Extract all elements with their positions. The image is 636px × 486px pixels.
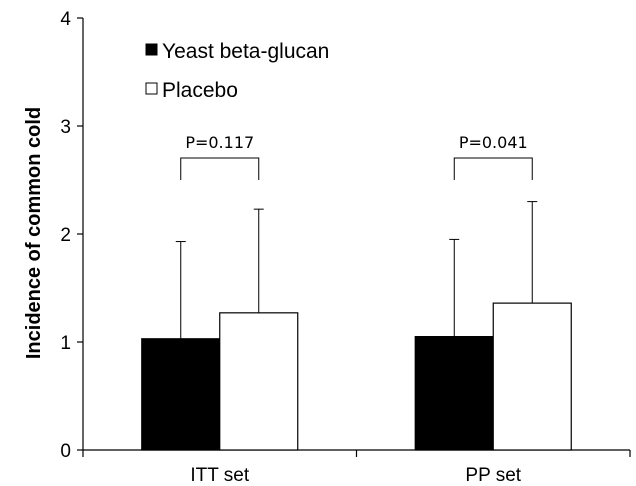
- y-tick-label: 0: [60, 441, 71, 462]
- bar-yeast: [414, 336, 494, 451]
- y-tick-label: 2: [60, 225, 71, 246]
- significance-bracket: [453, 157, 533, 180]
- p-value-label: P=0.117: [185, 133, 254, 152]
- y-tick-label: 4: [60, 9, 71, 30]
- legend-swatch-placebo: [145, 82, 158, 95]
- bar-yeast: [141, 338, 221, 451]
- y-ticks: 0 1 2 3 4: [60, 9, 83, 462]
- x-ticks: ITT set PP set: [82, 450, 631, 486]
- bar-placebo: [219, 312, 299, 451]
- bars: [141, 302, 572, 451]
- bar-placebo: [492, 302, 572, 451]
- legend-swatch-yeast: [145, 43, 158, 56]
- significance-bracket: [180, 157, 260, 180]
- x-tick-label: PP set: [465, 465, 521, 486]
- p-value-label: P=0.041: [459, 133, 528, 152]
- y-axis-label: Incidence of common cold: [23, 107, 45, 359]
- legend-label-yeast: Yeast beta-glucan: [162, 40, 329, 63]
- legend: Yeast beta-glucan Placebo: [145, 40, 329, 102]
- legend-label-placebo: Placebo: [162, 79, 238, 102]
- y-tick-label: 3: [60, 117, 71, 138]
- y-tick-label: 1: [60, 333, 71, 354]
- error-bars: [175, 201, 538, 339]
- p-value-annotations: P=0.117 P=0.041: [180, 133, 533, 180]
- x-tick-label: ITT set: [190, 465, 249, 486]
